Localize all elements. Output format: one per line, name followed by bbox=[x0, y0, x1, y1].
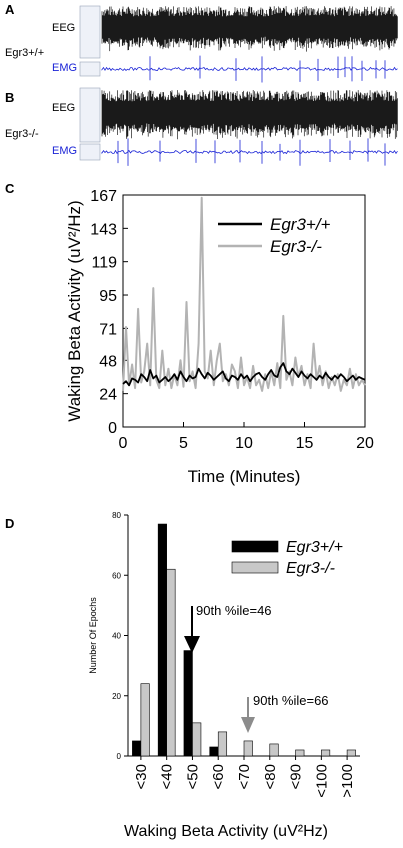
panel-b-letter: B bbox=[5, 90, 15, 105]
panel-a-emg-label: EMG bbox=[52, 62, 78, 74]
x-tick-label: <30 bbox=[133, 764, 150, 789]
panel-c-letter: C bbox=[5, 181, 15, 196]
y-tick-label: 60 bbox=[112, 571, 121, 580]
legend-swatch bbox=[231, 540, 279, 553]
panel-d-letter: D bbox=[5, 516, 15, 531]
x-tick-label: <90 bbox=[288, 764, 305, 789]
x-axis-label: Waking Beta Activity (uV²Hz) bbox=[124, 823, 328, 840]
x-axis-label: Time (Minutes) bbox=[188, 467, 301, 486]
bar-egr3-ko bbox=[192, 722, 202, 757]
y-tick-label: 167 bbox=[90, 188, 117, 205]
panel-b-emg-trace bbox=[101, 138, 398, 166]
x-tick-label: 20 bbox=[356, 435, 374, 452]
x-tick-label: >100 bbox=[339, 764, 356, 798]
panel-b-eeg-trace bbox=[101, 90, 398, 140]
panel-a-genotype-label: Egr3+/+ bbox=[5, 47, 45, 59]
y-tick-label: 24 bbox=[99, 387, 117, 404]
x-tick-label: 0 bbox=[119, 435, 128, 452]
bar-egr3-ko bbox=[140, 683, 150, 757]
legend-label: Egr3+/+ bbox=[270, 215, 331, 234]
bar-egr3-ko bbox=[295, 749, 305, 757]
x-tick-label: <70 bbox=[236, 764, 253, 789]
annotation-ko-arrowhead bbox=[241, 717, 255, 733]
panel-b-eeg-label: EEG bbox=[52, 102, 76, 114]
bar-egr3-wt bbox=[183, 650, 193, 757]
panel-b-genotype-label: Egr3-/- bbox=[5, 128, 39, 140]
x-tick-label: 15 bbox=[296, 435, 314, 452]
bar-egr3-ko bbox=[243, 740, 253, 757]
y-tick-label: 95 bbox=[99, 288, 117, 305]
panel-d-legend: Egr3+/+ Egr3-/- bbox=[231, 539, 343, 577]
series-line-egr3-wt bbox=[122, 362, 366, 387]
x-tick-label: <80 bbox=[262, 764, 279, 789]
bar-egr3-wt bbox=[157, 523, 167, 757]
bar-egr3-wt bbox=[209, 746, 219, 757]
annotation-ko-90th-percentile: 90th %ile=66 bbox=[253, 693, 329, 708]
x-tick-label: <40 bbox=[159, 764, 176, 789]
bar-egr3-ko bbox=[321, 749, 331, 757]
panel-a-eeg-trace bbox=[101, 6, 398, 52]
legend-swatch bbox=[231, 561, 279, 574]
bar-egr3-wt bbox=[132, 740, 142, 757]
panel-c-legend: Egr3+/+ Egr3-/- bbox=[218, 215, 331, 256]
annotation-wt-90th-percentile: 90th %ile=46 bbox=[196, 603, 272, 618]
y-axis-label: Waking Beta Activity (uV²/Hz) bbox=[65, 200, 84, 421]
panel-a-eeg-scale-box bbox=[79, 5, 101, 59]
eeg-emg-traces bbox=[79, 5, 398, 166]
y-axis-label: Number Of Epochs bbox=[88, 597, 98, 674]
legend-label: Egr3-/- bbox=[286, 560, 335, 577]
x-tick-label: <60 bbox=[210, 764, 227, 789]
panel-a-emg-trace bbox=[101, 55, 398, 83]
y-tick-label: 0 bbox=[117, 752, 122, 761]
legend-label: Egr3-/- bbox=[270, 237, 322, 256]
x-tick-label: 5 bbox=[179, 435, 188, 452]
y-tick-label: 71 bbox=[99, 321, 117, 338]
x-tick-label: <100 bbox=[313, 764, 330, 798]
panel-b-eeg-scale-box bbox=[79, 87, 101, 143]
x-tick-label: 10 bbox=[235, 435, 253, 452]
y-tick-label: 20 bbox=[112, 692, 121, 701]
legend-label: Egr3+/+ bbox=[286, 539, 343, 556]
y-tick-label: 143 bbox=[90, 221, 117, 238]
panel-b-emg-scale-box bbox=[79, 143, 101, 161]
annotation-wt-arrowhead bbox=[184, 636, 200, 653]
y-tick-label: 48 bbox=[99, 353, 117, 370]
bar-egr3-ko bbox=[346, 749, 356, 757]
panel-c-line-chart: 0 24 48 71 95 119 143 167 0 5 10 15 20 Time (Minutes)… bbox=[65, 188, 374, 486]
panel-b-emg-label: EMG bbox=[52, 145, 78, 157]
panel-a-eeg-label: EEG bbox=[52, 22, 76, 34]
panel-a-emg-scale-box bbox=[79, 61, 101, 77]
y-tick-label: 40 bbox=[112, 632, 121, 641]
y-tick-label: 80 bbox=[112, 511, 121, 520]
bar-egr3-ko bbox=[269, 743, 279, 757]
x-tick-label: <50 bbox=[184, 764, 201, 789]
y-tick-label: 0 bbox=[108, 420, 117, 437]
panel-a-letter: A bbox=[5, 2, 15, 17]
bar-egr3-ko bbox=[166, 568, 176, 757]
y-tick-label: 119 bbox=[91, 255, 117, 272]
panel-d-bar-chart: 0 20 40 60 80 Number Of Epochs <30 <40 <50 <60 <70… bbox=[88, 511, 360, 840]
bar-egr3-ko bbox=[217, 731, 228, 757]
